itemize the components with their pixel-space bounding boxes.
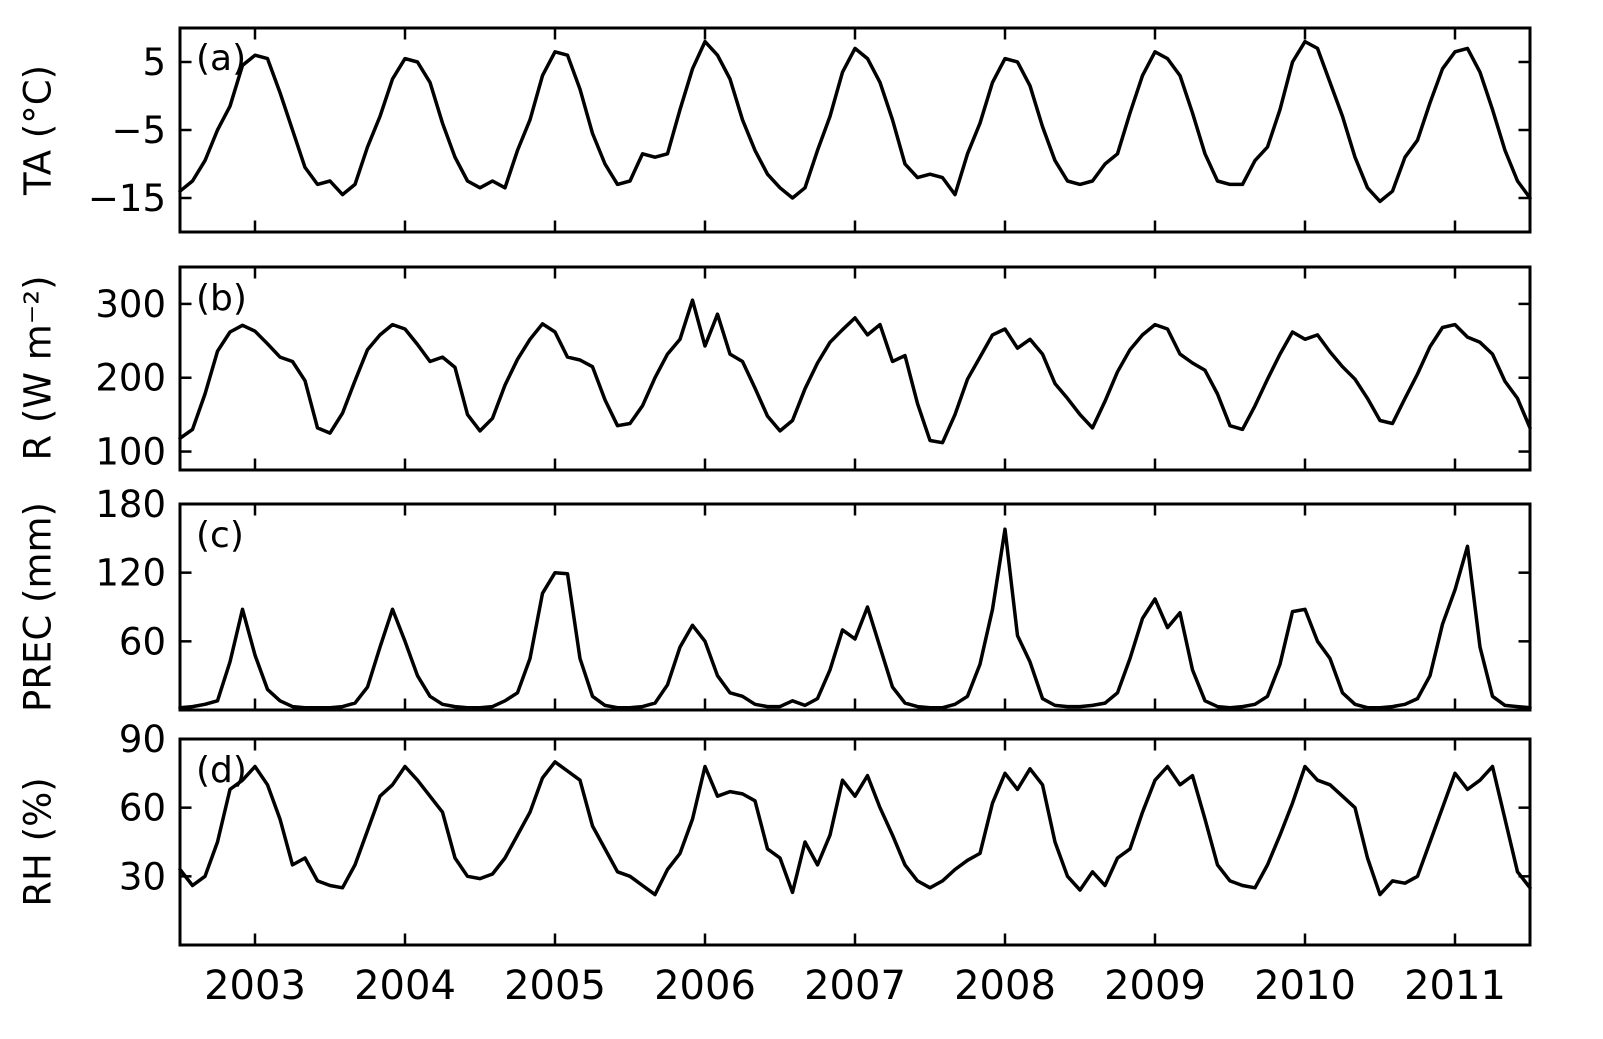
y-tick-label: 200	[95, 357, 166, 400]
series-line-R	[178, 298, 1532, 445]
x-tick-label: 2011	[1404, 963, 1506, 1009]
series-line-RH	[178, 760, 1532, 897]
y-tick-label: 100	[95, 431, 166, 474]
x-tick-label: 2004	[354, 963, 456, 1009]
y-tick-label: −15	[88, 177, 166, 220]
y-axis-label-r: R (W m⁻²)	[16, 275, 60, 461]
y-tick-label: 90	[119, 718, 166, 761]
y-tick-label: 5	[142, 41, 166, 84]
x-tick-label: 2006	[654, 963, 756, 1009]
x-tick-label: 2008	[954, 963, 1056, 1009]
x-tick-label: 2003	[204, 963, 306, 1009]
x-tick-label: 2010	[1254, 963, 1356, 1009]
panel-letter-a: (a)	[196, 38, 247, 79]
y-axis-label-prec: PREC (mm)	[16, 502, 60, 712]
x-tick-label: 2009	[1104, 963, 1206, 1009]
panel-letter-c: (c)	[196, 515, 244, 556]
series-line-TA	[178, 39, 1532, 204]
y-axis-label-ta: TA (°C)	[16, 64, 60, 196]
panel-letter-d: (d)	[196, 750, 247, 791]
panel-letter-b: (b)	[196, 278, 247, 319]
panel-border-PREC	[178, 502, 1532, 712]
y-tick-label: −5	[111, 109, 166, 152]
y-tick-label: 60	[119, 620, 166, 663]
y-tick-label: 180	[95, 483, 166, 526]
panel-border-RH	[178, 737, 1532, 947]
y-axis-label-rh: RH (%)	[16, 777, 60, 907]
y-tick-label: 60	[119, 787, 166, 830]
y-tick-label: 120	[95, 552, 166, 595]
panel-border-R	[178, 265, 1532, 472]
y-tick-label: 300	[95, 283, 166, 326]
x-tick-label: 2007	[804, 963, 906, 1009]
panel-border-TA	[178, 26, 1532, 234]
x-tick-label: 2005	[504, 963, 606, 1009]
series-line-PREC	[178, 527, 1532, 710]
y-tick-label: 30	[119, 855, 166, 898]
